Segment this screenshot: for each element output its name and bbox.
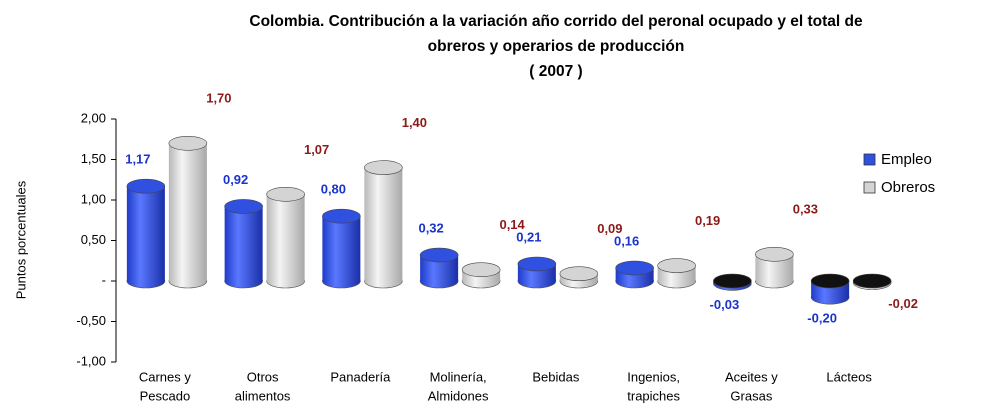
value-label: 0,32	[418, 221, 443, 236]
x-tick-label: alimentos	[235, 388, 291, 403]
y-tick-label: -1,00	[76, 353, 106, 368]
chart-title: Colombia. Contribución a la variación añ…	[249, 13, 863, 30]
y-tick-label: -	[102, 272, 106, 287]
bar-cap	[266, 187, 305, 202]
value-label: 0,21	[516, 229, 541, 244]
x-tick-label: Pescado	[140, 388, 191, 403]
bar	[224, 206, 263, 281]
chart-title: ( 2007 )	[529, 63, 582, 80]
value-label: 0,09	[597, 221, 622, 236]
x-tick-label: Otros	[247, 369, 279, 384]
bar-cap	[224, 199, 263, 214]
value-label: 1,17	[125, 152, 150, 167]
x-tick-label: Ingenios,	[627, 369, 680, 384]
legend-swatch	[863, 153, 876, 166]
bar-cap	[419, 247, 459, 263]
value-label: 0,16	[614, 233, 639, 248]
bar-cap	[852, 273, 892, 289]
x-tick-label: Panadería	[330, 369, 391, 384]
y-tick-label: 1,50	[81, 151, 106, 166]
chart-title: obreros y operarios de producción	[428, 38, 685, 55]
x-tick-label: trapiches	[627, 388, 680, 403]
bar-cap	[713, 273, 752, 289]
value-label: -0,20	[807, 311, 837, 326]
bar-cap	[615, 260, 654, 276]
value-label: -0,03	[710, 297, 740, 312]
bar-cap	[364, 160, 403, 175]
bar	[364, 167, 403, 281]
value-label: 0,19	[695, 213, 720, 228]
y-tick-label: 0,50	[81, 232, 106, 247]
x-tick-label: Carnes y	[139, 369, 192, 384]
legend-swatch	[863, 181, 876, 194]
value-label: 1,70	[206, 91, 231, 106]
x-tick-label: Grasas	[730, 388, 772, 403]
bar-cap	[517, 256, 557, 272]
value-label: 0,14	[499, 217, 525, 232]
bar	[266, 194, 305, 281]
value-label: 0,33	[793, 202, 818, 217]
bar-cap	[126, 178, 166, 194]
bar	[322, 216, 361, 281]
bar	[168, 143, 207, 281]
value-label: 0,80	[321, 182, 346, 197]
x-tick-label: Almidones	[428, 388, 489, 403]
bar	[126, 186, 165, 281]
value-label: 1,07	[304, 142, 329, 157]
y-tick-label: 2,00	[81, 110, 106, 125]
legend-label: Empleo	[881, 151, 932, 168]
y-tick-label: -0,50	[76, 313, 106, 328]
y-tick-label: 1,00	[81, 191, 106, 206]
bar-cap	[168, 136, 208, 151]
bar-cap	[461, 262, 501, 277]
bar-cap	[810, 273, 850, 289]
x-tick-label: Lácteos	[826, 369, 872, 384]
bar-cap	[657, 258, 696, 273]
value-label: -0,02	[888, 296, 918, 311]
bar-cap	[755, 246, 794, 262]
value-label: 0,92	[223, 172, 248, 187]
bar-cap	[559, 266, 599, 282]
x-tick-label: Bebidas	[532, 369, 579, 384]
y-axis-label: Puntos porcentuales	[13, 180, 28, 299]
bar-cap	[322, 208, 361, 224]
value-label: 1,40	[402, 115, 427, 130]
legend-label: Obreros	[881, 179, 935, 196]
x-tick-label: Aceites y	[725, 369, 778, 384]
x-tick-label: Molinería,	[430, 369, 487, 384]
